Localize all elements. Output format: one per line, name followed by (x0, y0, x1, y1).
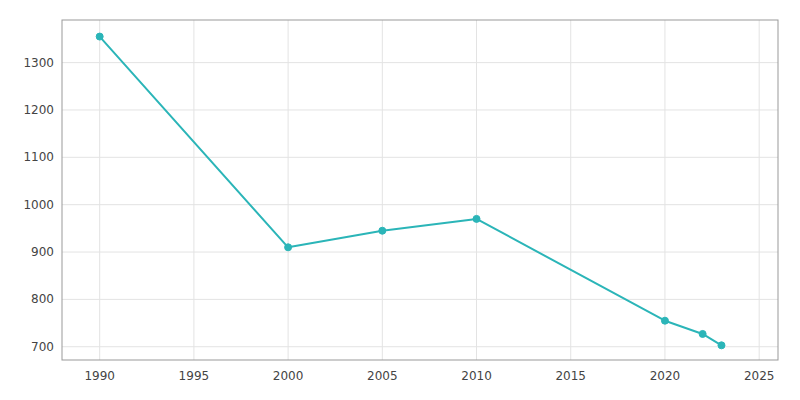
x-tick-label: 1995 (179, 369, 210, 383)
x-grid-line (570, 20, 571, 360)
y-tick-label: 1300 (23, 56, 54, 70)
x-tick-label: 2015 (555, 369, 586, 383)
y-tick-label: 700 (31, 340, 54, 354)
x-grid-line (288, 20, 289, 360)
x-grid-line (193, 20, 194, 360)
chart: 1990 1995 2000 2005 2010 2015 2020 2025 700 800 90… (0, 0, 800, 400)
x-tick-label: 2010 (461, 369, 492, 383)
y-grid-line (62, 157, 778, 158)
y-grid-line (62, 204, 778, 205)
y-tick-label: 1200 (23, 103, 54, 117)
x-grid-line (99, 20, 100, 360)
data-point (285, 244, 292, 251)
x-grid-line (759, 20, 760, 360)
data-line (100, 37, 722, 346)
x-grid-line (476, 20, 477, 360)
y-grid-line (62, 109, 778, 110)
y-grid-line (62, 252, 778, 253)
data-point (473, 215, 480, 222)
plot-frame (62, 20, 778, 360)
axes: 1990 1995 2000 2005 2010 2015 2020 2025 700 800 90… (23, 20, 778, 383)
y-tick-label: 1100 (23, 150, 54, 164)
data-point (718, 342, 725, 349)
y-grid-line (62, 299, 778, 300)
x-grid-line (664, 20, 665, 360)
data-point (699, 330, 706, 337)
chart-container: 1990 1995 2000 2005 2010 2015 2020 2025 700 800 90… (0, 0, 800, 400)
data-point (96, 33, 103, 40)
x-tick-label: 2025 (744, 369, 775, 383)
series (96, 33, 725, 349)
y-grid-line (62, 62, 778, 63)
data-point (661, 317, 668, 324)
y-tick-label: 1000 (23, 198, 54, 212)
x-grid-line (382, 20, 383, 360)
grid (62, 20, 778, 360)
y-grid-line (62, 346, 778, 347)
data-point (379, 227, 386, 234)
y-tick-label: 800 (31, 292, 54, 306)
x-tick-label: 2020 (650, 369, 681, 383)
x-tick-label: 2000 (273, 369, 304, 383)
x-tick-label: 1990 (84, 369, 115, 383)
x-tick-label: 2005 (367, 369, 398, 383)
y-tick-label: 900 (31, 245, 54, 259)
